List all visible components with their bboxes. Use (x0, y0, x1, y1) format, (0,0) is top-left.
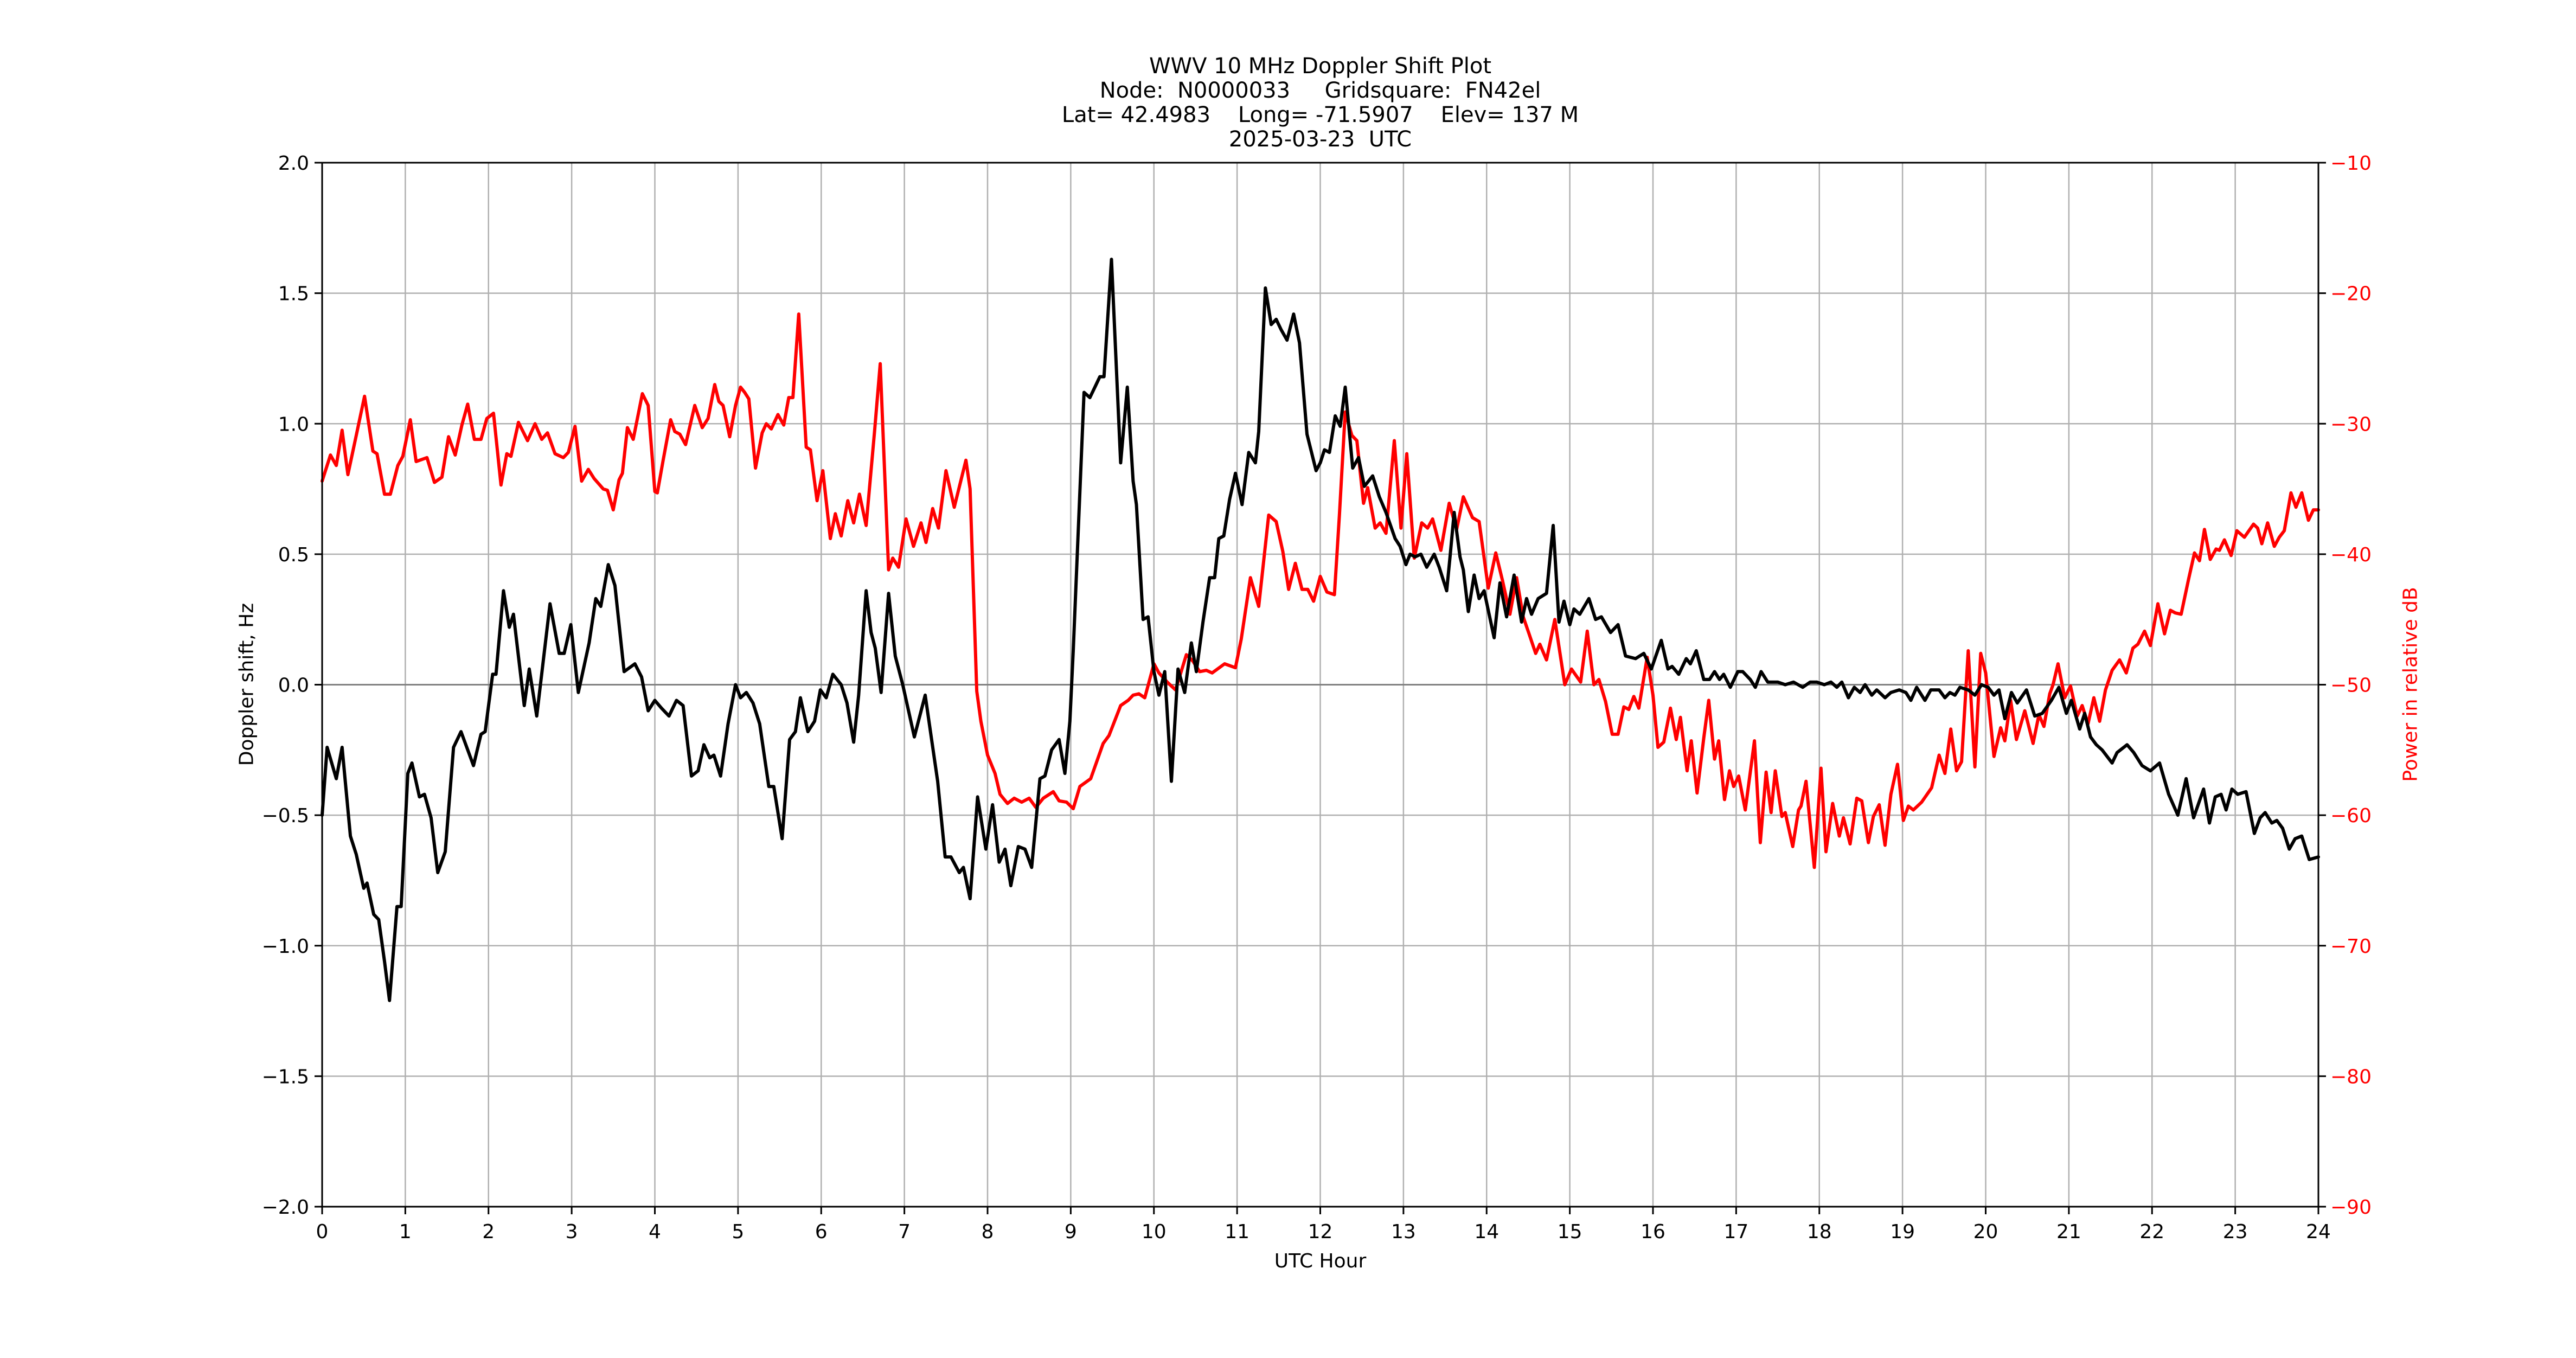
y2-tick-label: −70 (2330, 936, 2372, 958)
grid-lines (322, 163, 2318, 1207)
x-axis-ticks: 0 1 2 3 4 5 6 7 8 9 10 11 12 13 14 15 16 17 18 19 20 21 22 23 24 (316, 1207, 2331, 1243)
y-tick-label: 1.0 (278, 413, 309, 435)
left-y-axis-label: Doppler shift, Hz (235, 603, 258, 766)
x-axis-label: UTC Hour (1274, 1250, 1367, 1272)
y2-tick-label: −40 (2330, 544, 2372, 566)
x-tick-label: 19 (1890, 1221, 1915, 1243)
x-tick-label: 8 (982, 1221, 994, 1243)
y2-tick-label: −90 (2330, 1196, 2372, 1219)
right-y-axis-ticks: −90 −80 −70 −60 −50 −40 −30 −20 −10 (2318, 152, 2372, 1219)
x-tick-label: 20 (1973, 1221, 1998, 1243)
x-tick-label: 23 (2223, 1221, 2248, 1243)
x-tick-label: 16 (1641, 1221, 1665, 1243)
x-tick-label: 18 (1807, 1221, 1832, 1243)
x-tick-label: 11 (1225, 1221, 1249, 1243)
x-tick-label: 1 (399, 1221, 412, 1243)
y-tick-label: −1.5 (262, 1066, 309, 1088)
title-main: WWV 10 MHz Doppler Shift Plot (1149, 54, 1492, 79)
x-tick-label: 7 (898, 1221, 911, 1243)
x-tick-label: 9 (1065, 1221, 1077, 1243)
x-tick-label: 12 (1308, 1221, 1333, 1243)
y2-tick-label: −10 (2330, 152, 2372, 175)
right-y-axis-label: Power in relative dB (2399, 587, 2422, 782)
y-tick-label: −2.0 (262, 1196, 309, 1219)
x-tick-label: 5 (732, 1221, 744, 1243)
y-tick-label: 2.0 (278, 152, 309, 175)
y-tick-label: 0.5 (278, 544, 309, 566)
x-tick-label: 3 (566, 1221, 578, 1243)
x-tick-label: 0 (316, 1221, 329, 1243)
title-node-gridsquare: Node: N0000033 Gridsquare: FN42el (1099, 78, 1541, 103)
x-tick-label: 15 (1558, 1221, 1582, 1243)
x-tick-label: 14 (1474, 1221, 1499, 1243)
y-tick-label: 1.5 (278, 283, 309, 305)
y-tick-label: 0.0 (278, 675, 309, 697)
left-y-axis-ticks: −2.0 −1.5 −1.0 −0.5 0.0 0.5 1.0 1.5 2.0 (262, 152, 322, 1219)
y-tick-label: −1.0 (262, 936, 309, 958)
y2-tick-label: −30 (2330, 413, 2372, 435)
doppler-line (321, 258, 2320, 1002)
title-date: 2025-03-23 UTC (1228, 127, 1412, 152)
x-tick-label: 24 (2306, 1221, 2331, 1243)
x-tick-label: 17 (1723, 1221, 1748, 1243)
x-tick-label: 6 (815, 1221, 828, 1243)
x-tick-label: 2 (482, 1221, 495, 1243)
chart-title: WWV 10 MHz Doppler Shift Plot Node: N000… (322, 54, 2318, 152)
title-location: Lat= 42.4983 Long= -71.5907 Elev= 137 M (1061, 103, 1579, 127)
x-tick-label: 13 (1391, 1221, 1416, 1243)
y-tick-label: −0.5 (262, 805, 309, 827)
y2-tick-label: −20 (2330, 283, 2372, 305)
x-tick-label: 4 (649, 1221, 661, 1243)
x-tick-label: 10 (1142, 1221, 1167, 1243)
x-tick-label: 21 (2056, 1221, 2081, 1243)
y2-tick-label: −80 (2330, 1066, 2372, 1088)
y2-tick-label: −60 (2330, 805, 2372, 827)
x-tick-label: 22 (2139, 1221, 2164, 1243)
y2-tick-label: −50 (2330, 675, 2372, 697)
series-layer (321, 258, 2320, 1002)
